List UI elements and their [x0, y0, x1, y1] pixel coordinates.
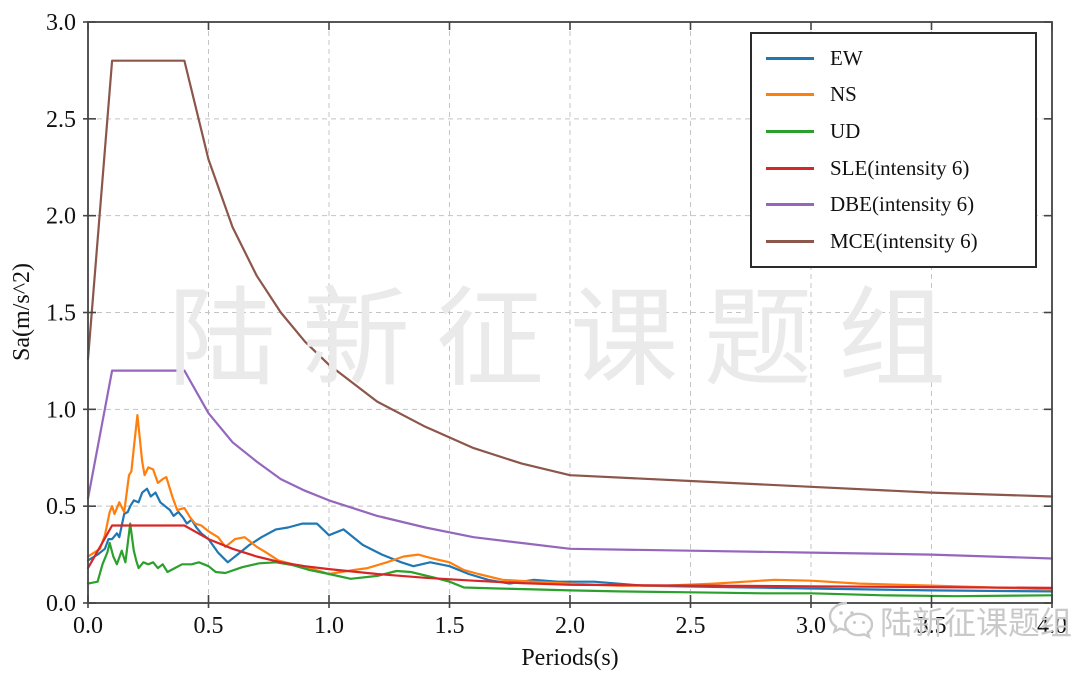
series-line-MCE(intensity 6) — [86, 59, 1054, 498]
x-tick-label-2.5: 2.5 — [676, 613, 706, 639]
x-tick-label-0.0: 0.0 — [73, 613, 103, 639]
legend-line-sample-dbe — [766, 203, 814, 207]
legend-line-sample-ns — [766, 93, 814, 97]
axis-ticks — [83, 21, 1053, 608]
series-line-DBE(intensity 6) — [86, 369, 1054, 560]
legend-item-mce: MCE(intensity 6) — [766, 229, 1021, 254]
legend-label-sle: SLE(intensity 6) — [830, 155, 970, 180]
x-tick-label-4.0: 4.0 — [1037, 613, 1067, 639]
series-lines — [86, 59, 1054, 598]
series-line-UD — [86, 522, 1054, 598]
y-tick-label-1.0: 1.0 — [46, 397, 76, 423]
x-tick-label-1.0: 1.0 — [314, 613, 344, 639]
x-tick-label-3.5: 3.5 — [917, 613, 947, 639]
legend-item-ud: UD — [766, 119, 1021, 144]
legend-item-ew: EW — [766, 46, 1021, 71]
y-tick-label-0.5: 0.5 — [46, 494, 76, 520]
legend-label-ew: EW — [830, 45, 863, 70]
y-tick-label-2.0: 2.0 — [46, 204, 76, 230]
legend: EW NS UD SLE(intensity 6) DBE(intensity … — [750, 32, 1037, 268]
tick-labels: 0.0 0.5 1.0 1.5 2.0 2.5 3.0 3.5 4.0 0.0 0.5 1.0 1.5 2… — [46, 10, 1067, 639]
series-line-SLE(intensity 6) — [86, 524, 1054, 590]
x-tick-label-2.0: 2.0 — [555, 613, 585, 639]
series-line-NS — [86, 414, 1054, 591]
y-tick-label-1.5: 1.5 — [46, 301, 76, 327]
legend-line-sample-ud — [766, 130, 814, 134]
legend-label-dbe: DBE(intensity 6) — [830, 192, 975, 217]
legend-item-ns: NS — [766, 82, 1021, 107]
y-tick-label-3.0: 3.0 — [46, 10, 76, 36]
y-tick-label-2.5: 2.5 — [46, 107, 76, 133]
x-tick-label-0.5: 0.5 — [194, 613, 224, 639]
x-tick-label-3.0: 3.0 — [796, 613, 826, 639]
x-axis-label: Periods(s) — [521, 645, 619, 671]
y-tick-label-0.0: 0.0 — [46, 591, 76, 617]
legend-label-mce: MCE(intensity 6) — [830, 229, 978, 254]
legend-line-sample-sle — [766, 166, 814, 170]
legend-item-sle: SLE(intensity 6) — [766, 156, 1021, 181]
legend-label-ud: UD — [830, 119, 861, 144]
legend-line-sample-ew — [766, 56, 814, 60]
legend-line-sample-mce — [766, 240, 814, 244]
legend-label-ns: NS — [830, 82, 857, 107]
legend-item-dbe: DBE(intensity 6) — [766, 192, 1021, 217]
y-axis-label: Sa(m/s^2) — [9, 263, 35, 361]
x-tick-label-1.5: 1.5 — [435, 613, 465, 639]
